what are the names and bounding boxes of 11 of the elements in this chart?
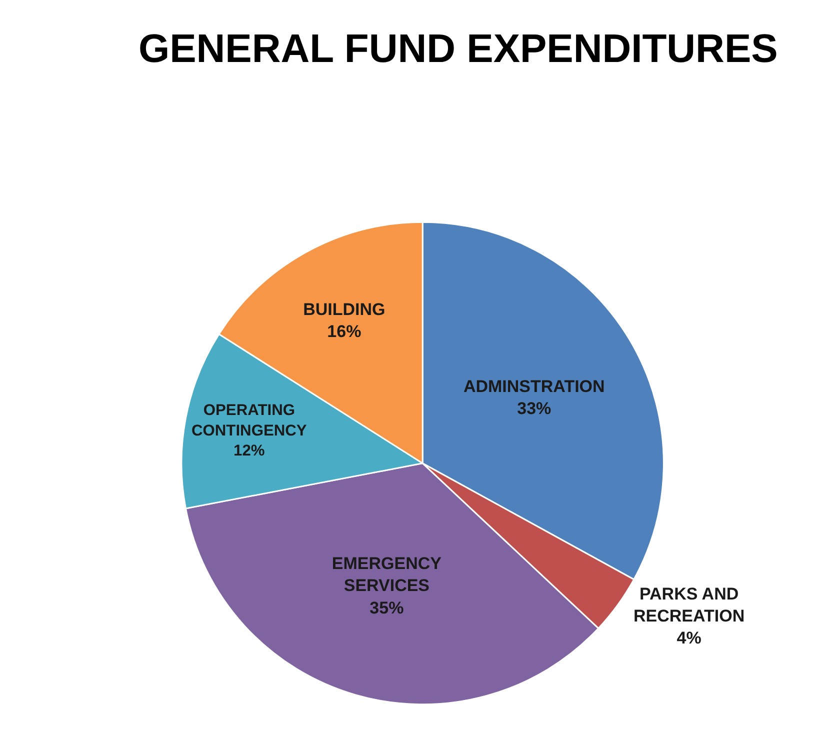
- data-label: 35%: [370, 598, 404, 618]
- slice-label: PARKS AND RECREATION: [633, 584, 745, 626]
- data-label: 12%: [234, 442, 265, 460]
- slice-label: OPERATING CONTINGENCY: [191, 402, 308, 440]
- data-label: 16%: [327, 322, 362, 342]
- data-label: 4%: [676, 628, 702, 648]
- data-label: 33%: [517, 398, 552, 418]
- slice-label: EMERGENCY SERVICES: [332, 554, 442, 596]
- chart-title: GENERAL FUND EXPENDITURES: [138, 26, 778, 71]
- slice-label: BUILDING: [303, 300, 386, 320]
- slice-label: ADMINSTRATION: [463, 376, 605, 396]
